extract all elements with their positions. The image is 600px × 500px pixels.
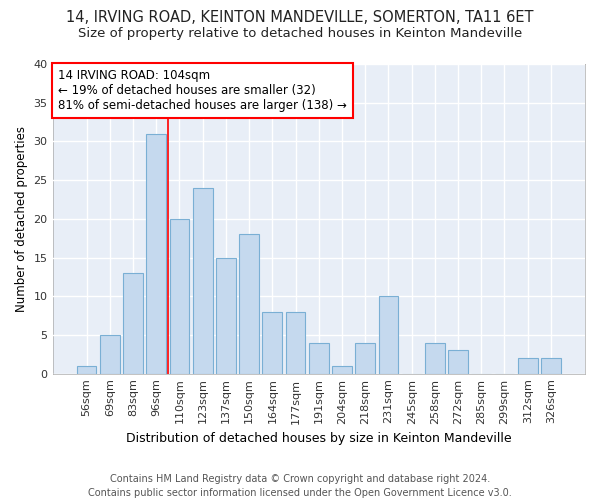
Bar <box>146 134 166 374</box>
Bar <box>355 342 375 374</box>
Bar <box>239 234 259 374</box>
Bar <box>123 273 143 374</box>
Bar <box>77 366 97 374</box>
Bar <box>262 312 282 374</box>
Bar <box>379 296 398 374</box>
Bar <box>216 258 236 374</box>
Bar <box>100 335 119 374</box>
Bar <box>309 342 329 374</box>
Bar <box>170 219 190 374</box>
Bar <box>193 188 212 374</box>
Text: 14, IRVING ROAD, KEINTON MANDEVILLE, SOMERTON, TA11 6ET: 14, IRVING ROAD, KEINTON MANDEVILLE, SOM… <box>66 10 534 25</box>
X-axis label: Distribution of detached houses by size in Keinton Mandeville: Distribution of detached houses by size … <box>126 432 512 445</box>
Bar <box>518 358 538 374</box>
Text: Size of property relative to detached houses in Keinton Mandeville: Size of property relative to detached ho… <box>78 28 522 40</box>
Text: Contains HM Land Registry data © Crown copyright and database right 2024.
Contai: Contains HM Land Registry data © Crown c… <box>88 474 512 498</box>
Bar <box>425 342 445 374</box>
Bar <box>286 312 305 374</box>
Y-axis label: Number of detached properties: Number of detached properties <box>15 126 28 312</box>
Bar <box>448 350 468 374</box>
Text: 14 IRVING ROAD: 104sqm
← 19% of detached houses are smaller (32)
81% of semi-det: 14 IRVING ROAD: 104sqm ← 19% of detached… <box>58 68 347 112</box>
Bar <box>541 358 561 374</box>
Bar <box>332 366 352 374</box>
